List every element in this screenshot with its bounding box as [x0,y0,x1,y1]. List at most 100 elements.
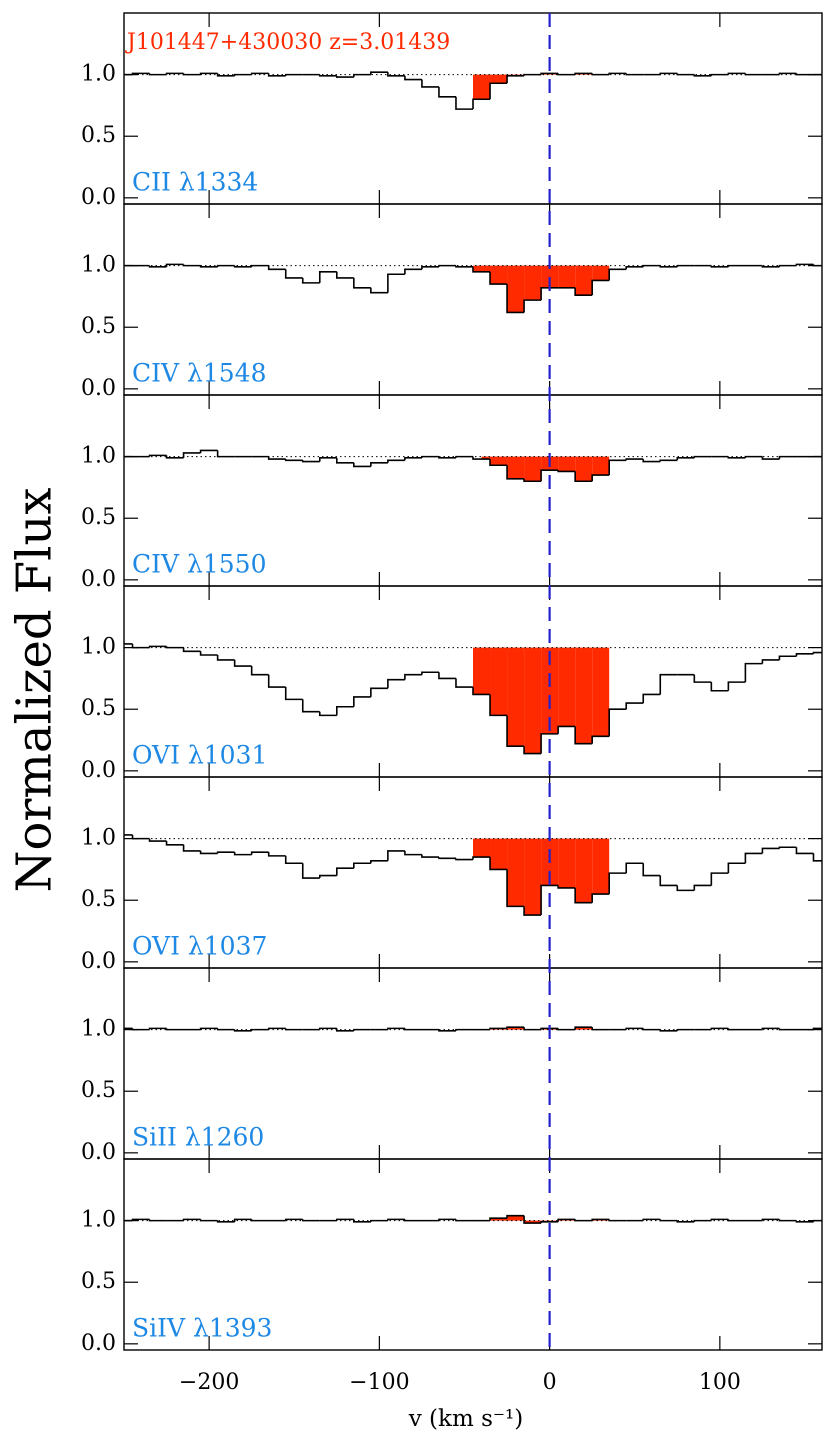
absorption-fill [490,74,508,84]
spectrum-step [404,850,422,856]
spectrum-step [387,273,405,293]
spectrum-step [642,1218,661,1221]
spectrum-step [438,1029,456,1032]
spectrum-step [336,271,354,279]
absorption-fill [558,456,576,472]
spectrum-step [250,72,269,75]
spectrum-step [233,73,252,76]
spectrum-step [472,266,491,273]
spectrum-step [489,271,508,285]
spectrum-step [523,746,542,755]
spectrum-step [659,673,678,695]
spectrum-step [301,277,320,284]
spectrum-step [506,75,525,84]
spectrum-step [693,674,712,683]
spectrum-step [336,1218,354,1221]
spectrum-step [387,72,405,77]
spectrum-step [250,264,269,267]
spectrum-step [199,651,218,656]
spectrum-step [318,1027,337,1030]
spectrum-step [506,284,525,314]
absorption-fill [575,1027,593,1030]
spectrum-step [216,1220,235,1223]
spectrum-step [540,733,559,754]
spectrum-step [165,72,184,75]
y-tick-label: 0.5 [81,314,116,339]
spectrum-step [318,74,337,77]
spectrum-step [267,73,286,77]
absorption-fill [507,838,525,907]
spectrum-step [455,1219,473,1222]
spectrum-step [148,1027,167,1030]
spectrum-step [199,1027,218,1030]
spectrum-step [778,846,797,849]
y-tick-label: 0.0 [81,949,116,974]
spectrum-step [216,1028,235,1031]
spectrum-step [625,458,644,461]
absorption-fill [524,456,542,482]
spectrum-step [608,1219,627,1222]
spectrum-step [336,1028,354,1032]
spectrum-step [421,854,439,858]
spectrum-step [148,265,167,268]
spectrum-step [284,73,303,76]
y-tick-label: 0.0 [81,376,116,401]
spectrum-step [489,459,508,467]
spectrum-step [557,1028,576,1031]
spectrum-step [301,863,320,879]
spectrum-step [165,841,184,846]
spectrum-step [370,859,388,864]
spectrum-step [574,72,593,75]
spectrum-step [267,852,286,857]
spectrum-step [233,659,252,667]
spectrum-step [642,1028,661,1031]
spectrum-step [795,847,814,855]
spectrum-step [421,455,439,458]
spectrum-step [284,855,303,865]
spectrum-step [506,1026,525,1029]
panel-frame [123,1158,823,1351]
spectrum-step [318,711,337,717]
spectrum-step [233,1029,252,1032]
spectrum-step [778,72,797,75]
spectrum-step [557,885,576,889]
chart-title: J101447+430030 z=3.01439 [125,30,450,55]
spectrum-step [727,264,746,267]
spectrum-step [761,1218,780,1221]
spectrum-step [540,72,559,75]
spectrum-step [387,459,405,463]
spectrum-step [165,646,184,649]
spectrum-step [659,265,678,268]
spectrum-step [812,651,822,654]
spectrum-step [404,75,422,81]
spectrum-step [523,478,542,483]
y-tick-label: 0.5 [81,887,116,912]
absorption-fill [507,647,525,747]
spectrum-step [659,72,678,75]
spectrum-step [744,455,763,458]
spectrum-step [148,454,167,457]
y-tick-label: 0.0 [81,567,116,592]
spectrum-step [625,702,644,710]
spectrum-step [199,265,218,268]
spectrum-step [370,287,388,294]
spectrum-step [182,73,201,76]
absorption-fill [507,1215,525,1221]
spectrum-step [421,671,439,675]
spectrum-step [233,265,252,268]
y-tick-label: 0.5 [81,1078,116,1103]
y-tick-label: 1.0 [81,635,116,660]
spectrum-step [182,844,201,852]
spectrum-step [421,266,439,270]
spectrum-step [250,666,269,676]
spectrum-step [438,857,456,860]
spectrum-step [744,73,763,76]
spectrum-step [710,872,729,886]
spectrum-step [438,1218,456,1221]
spectrum-step [182,1218,201,1221]
spectrum-step [233,852,252,856]
spectrum-step [421,79,439,88]
spectrum-step [727,862,746,874]
y-tick-label: 1.0 [81,253,116,278]
